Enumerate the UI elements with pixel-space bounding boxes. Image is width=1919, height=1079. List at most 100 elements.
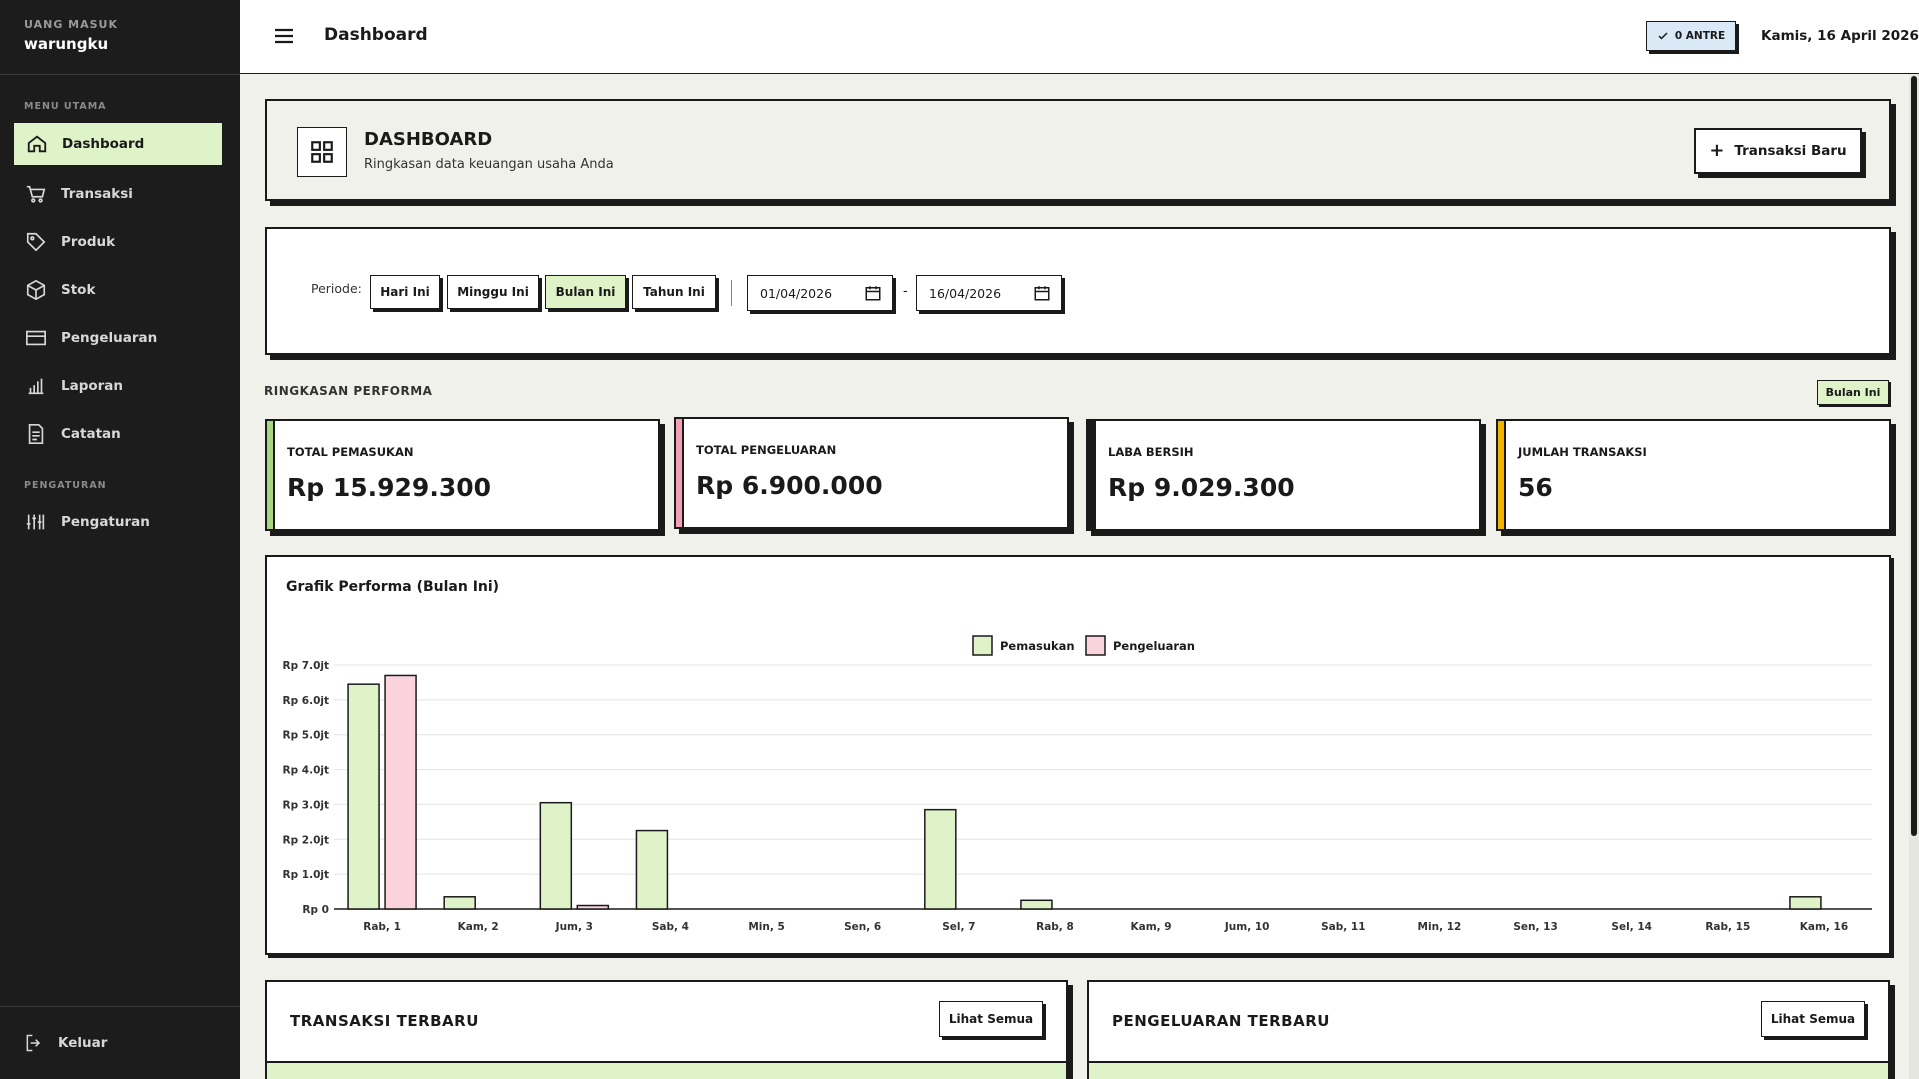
stat-value: Rp 15.929.300 — [287, 473, 492, 502]
y-tick-label: Rp 4.0jt — [283, 765, 329, 777]
stat-value: 56 — [1518, 473, 1553, 502]
y-tick-label: Rp 7.0jt — [283, 660, 329, 672]
stat-accent-bar — [1496, 419, 1506, 531]
wallet-icon — [26, 330, 46, 346]
brand-subtitle: UANG MASUK — [24, 18, 119, 31]
view-all-transactions-button[interactable]: Lihat Semua — [939, 1001, 1043, 1037]
stat-transaction-count: JUMLAH TRANSAKSI 56 — [1496, 419, 1891, 531]
logout-icon — [26, 1034, 41, 1052]
brand-name: warungku — [24, 35, 109, 53]
period-month-button[interactable]: Bulan Ini — [545, 275, 626, 309]
sidebar-item-produk[interactable]: Produk — [13, 220, 223, 264]
dashboard-header-card: DASHBOARD Ringkasan data keuangan usaha … — [265, 99, 1891, 201]
logout-label: Keluar — [58, 1035, 108, 1051]
bar-chart-icon — [28, 378, 44, 395]
header-subtitle: Ringkasan data keuangan usaha Anda — [364, 157, 614, 172]
recent-transactions-card: TRANSAKSI TERBARU Lihat Semua — [265, 980, 1068, 1079]
x-tick-label: Rab, 1 — [363, 921, 401, 933]
antre-badge[interactable]: 0 ANTRE — [1646, 21, 1736, 51]
recent-transactions-title: TRANSAKSI TERBARU — [290, 1012, 479, 1030]
sidebar: UANG MASUK warungku MENU UTAMA Dashboard… — [0, 0, 240, 1079]
x-tick-label: Jum, 10 — [1224, 921, 1270, 933]
transactions-table-header — [267, 1061, 1066, 1079]
bar — [635, 829, 669, 910]
x-tick-label: Sen, 13 — [1513, 921, 1557, 933]
filter-divider — [731, 280, 732, 306]
stat-label: TOTAL PENGELUARAN — [696, 443, 837, 457]
check-icon — [1658, 32, 1668, 40]
y-tick-label: Rp 0 — [302, 904, 329, 916]
chart-title: Grafik Performa (Bulan Ini) — [286, 579, 500, 595]
y-tick-label: Rp 3.0jt — [283, 799, 329, 811]
sidebar-item-stok[interactable]: Stok — [13, 268, 223, 312]
date-to-input[interactable]: 16/04/2026 — [916, 275, 1062, 311]
y-tick-label: Rp 5.0jt — [283, 730, 329, 742]
sidebar-item-label: Laporan — [61, 378, 124, 394]
period-week-button[interactable]: Minggu Ini — [447, 275, 539, 309]
expenses-table-header — [1089, 1061, 1888, 1079]
stat-total-expense: TOTAL PENGELUARAN Rp 6.900.000 — [674, 417, 1069, 529]
bar — [924, 808, 957, 910]
calendar-icon — [1034, 286, 1050, 301]
grid-icon — [297, 127, 347, 177]
period-year-button[interactable]: Tahun Ini — [632, 275, 716, 309]
brand: UANG MASUK warungku — [0, 0, 240, 75]
stat-value: Rp 9.029.300 — [1108, 473, 1295, 502]
legend-swatch — [1085, 635, 1106, 656]
x-tick-label: Min, 5 — [748, 921, 784, 933]
section-settings-label: PENGATURAN — [24, 480, 107, 491]
x-tick-label: Rab, 15 — [1705, 921, 1750, 933]
summary-title: RINGKASAN PERFORMA — [264, 384, 433, 398]
stat-label: JUMLAH TRANSAKSI — [1518, 445, 1647, 459]
bar — [1020, 899, 1053, 910]
sidebar-item-transaksi[interactable]: Transaksi — [13, 172, 223, 216]
sidebar-item-pengeluaran[interactable]: Pengeluaran — [13, 316, 223, 360]
x-tick-label: Min, 12 — [1418, 921, 1462, 933]
plus-icon: + — [1709, 140, 1725, 161]
sidebar-item-label: Catatan — [61, 426, 121, 442]
logout-button[interactable]: Keluar — [0, 1006, 240, 1079]
box-icon — [26, 279, 46, 301]
cart-icon — [26, 185, 46, 203]
sidebar-item-label: Pengaturan — [61, 514, 150, 530]
performance-chart: Rp 0 Rp 1.0jt Rp 2.0jt Rp 3.0jt Rp 4.0jt Rp 5… — [283, 635, 1872, 933]
sidebar-item-label: Dashboard — [62, 136, 145, 152]
new-transaction-button[interactable]: + Transaksi Baru — [1694, 128, 1862, 174]
stat-total-income: TOTAL PEMASUKAN Rp 15.929.300 — [265, 419, 660, 531]
section-main-label: MENU UTAMA — [24, 101, 107, 112]
x-tick-label: Sel, 7 — [942, 921, 975, 933]
view-all-expenses-button[interactable]: Lihat Semua — [1761, 1001, 1865, 1037]
summary-period-badge: Bulan Ini — [1817, 380, 1889, 405]
x-tick-label: Kam, 2 — [458, 921, 499, 933]
stat-accent-bar — [1086, 419, 1096, 531]
scrollbar-thumb[interactable] — [1911, 76, 1917, 836]
stat-accent-bar — [674, 417, 684, 529]
antre-label: 0 ANTRE — [1674, 30, 1726, 42]
stat-accent-bar — [265, 419, 275, 531]
sidebar-item-laporan[interactable]: Laporan — [13, 364, 223, 408]
bar — [539, 801, 573, 910]
bar — [1789, 896, 1822, 910]
date-separator: - — [903, 284, 908, 299]
hamburger-menu-icon[interactable] — [272, 24, 296, 48]
stat-label: TOTAL PEMASUKAN — [287, 445, 414, 459]
home-icon — [27, 135, 47, 153]
sidebar-item-pengaturan[interactable]: Pengaturan — [13, 500, 223, 544]
period-filter-card: Periode: Hari Ini Minggu Ini Bulan Ini T… — [265, 227, 1891, 355]
stat-value: Rp 6.900.000 — [696, 471, 883, 500]
date-to-value: 16/04/2026 — [929, 285, 1002, 301]
bar — [576, 904, 610, 910]
sidebar-item-label: Produk — [61, 234, 116, 250]
sidebar-item-dashboard[interactable]: Dashboard — [13, 122, 223, 166]
header-title: DASHBOARD — [364, 129, 493, 150]
x-tick-label: Sel, 14 — [1611, 921, 1652, 933]
bar — [347, 683, 380, 910]
date-from-input[interactable]: 01/04/2026 — [747, 275, 893, 311]
period-today-button[interactable]: Hari Ini — [370, 275, 440, 309]
bar — [384, 674, 417, 910]
sidebar-item-label: Pengeluaran — [61, 330, 158, 346]
x-tick-label: Sab, 4 — [652, 921, 689, 933]
sidebar-item-catatan[interactable]: Catatan — [13, 412, 223, 456]
bar — [443, 896, 476, 910]
x-tick-label: Sen, 6 — [844, 921, 881, 933]
